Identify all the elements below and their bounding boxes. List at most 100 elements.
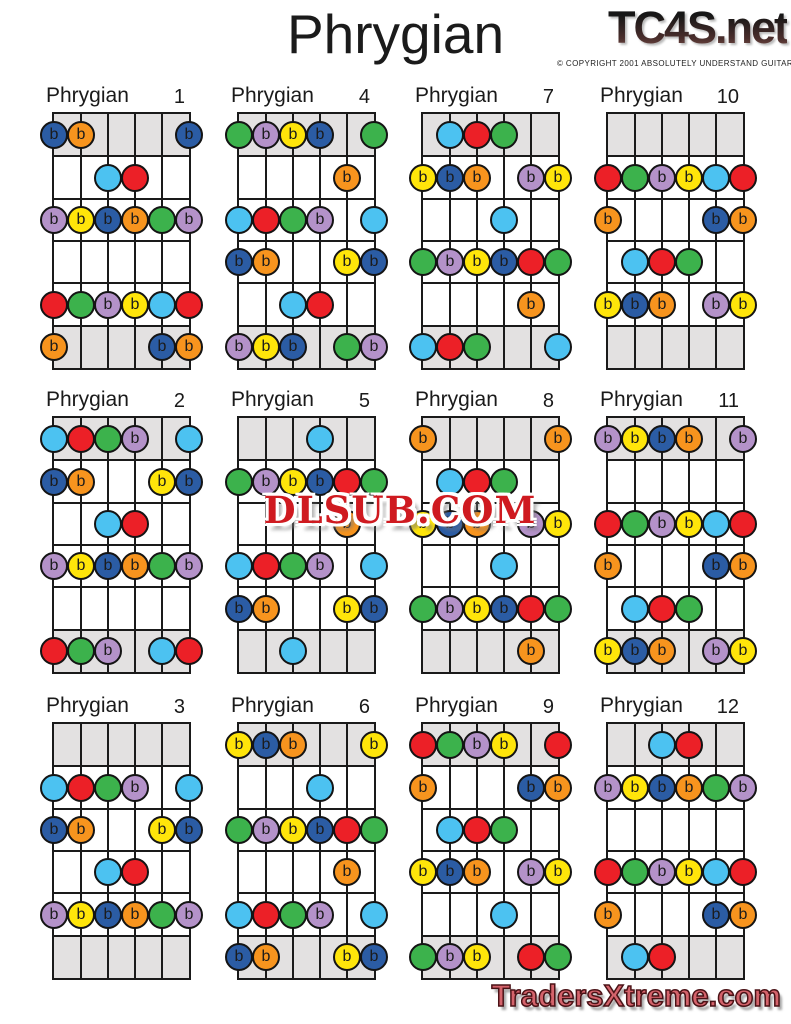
string-line	[319, 114, 321, 368]
string-line	[661, 724, 663, 978]
fret-line	[608, 586, 743, 589]
note-dot-purple: b	[463, 731, 491, 760]
fret-line	[239, 155, 374, 158]
note-dot-navy: b	[252, 731, 280, 760]
note-dot-navy: b	[40, 467, 68, 496]
diagram-position-number: 1	[173, 86, 185, 108]
note-dot-orange: b	[463, 509, 491, 538]
note-dot-green	[333, 332, 361, 361]
fret-line	[54, 807, 189, 810]
note-dot-purple: b	[252, 121, 280, 150]
note-dot-yellow: b	[409, 163, 437, 192]
note-dot-skyblue	[306, 773, 334, 802]
note-dot-skyblue	[621, 594, 649, 623]
scale-diagram-12: Phrygian 12 b b b b b b b b b b	[594, 694, 757, 980]
string-line	[449, 418, 451, 672]
note-dot-orange: b	[67, 467, 95, 496]
note-dot-green	[544, 942, 572, 971]
diagram-scale-name: Phrygian	[415, 694, 498, 717]
fret-line	[239, 544, 374, 546]
note-dot-navy: b	[225, 594, 253, 623]
fret-line	[54, 765, 189, 768]
string-line	[292, 418, 294, 672]
note-dot-navy: b	[148, 332, 176, 361]
diagram-title: Phrygian 5	[231, 388, 372, 416]
diagram-position-number: 7	[542, 86, 554, 108]
note-dot-yellow: b	[490, 731, 518, 760]
diagram-title: Phrygian 9	[415, 694, 556, 722]
note-dot-skyblue	[621, 942, 649, 971]
note-dot-red	[252, 552, 280, 581]
note-dot-navy: b	[360, 594, 388, 623]
note-dot-skyblue	[490, 552, 518, 581]
string-line	[449, 724, 451, 978]
diagram-scale-name: Phrygian	[46, 694, 129, 717]
note-dot-yellow: b	[544, 163, 572, 192]
note-dot-yellow: b	[333, 594, 361, 623]
diagram-scale-name: Phrygian	[600, 84, 683, 107]
note-dot-orange: b	[121, 205, 149, 234]
note-dot-navy: b	[175, 121, 203, 150]
note-dot-red	[121, 163, 149, 192]
note-dot-navy: b	[175, 815, 203, 844]
note-dot-red	[729, 509, 757, 538]
note-dot-purple: b	[94, 290, 122, 319]
note-dot-purple: b	[40, 900, 68, 929]
string-line	[319, 724, 321, 978]
diagram-title: Phrygian 1	[46, 84, 187, 112]
note-dot-yellow: b	[252, 332, 280, 361]
fret-line	[423, 240, 558, 242]
string-line	[134, 724, 136, 978]
note-dot-navy: b	[94, 205, 122, 234]
diagram-scale-name: Phrygian	[415, 84, 498, 107]
fret-line	[608, 544, 743, 546]
note-dot-yellow: b	[621, 425, 649, 454]
note-dot-red	[121, 858, 149, 887]
note-dot-yellow: b	[621, 773, 649, 802]
string-line	[715, 724, 717, 978]
note-dot-skyblue	[648, 731, 676, 760]
string-line	[346, 724, 348, 978]
note-dot-red	[67, 425, 95, 454]
note-dot-green	[702, 773, 730, 802]
note-dot-yellow: b	[544, 509, 572, 538]
scale-diagram-11: Phrygian 11 b b b b b b b b b b b b b b b	[594, 388, 757, 674]
fret-line	[423, 850, 558, 852]
string-line	[715, 418, 717, 672]
note-dot-yellow: b	[67, 205, 95, 234]
fret-line	[423, 501, 558, 504]
note-dot-orange: b	[40, 332, 68, 361]
note-dot-skyblue	[94, 163, 122, 192]
note-dot-navy: b	[648, 425, 676, 454]
fret-line	[239, 459, 374, 462]
note-dot-yellow: b	[675, 858, 703, 887]
note-dot-green	[675, 248, 703, 277]
fret-line	[423, 628, 558, 631]
string-line	[161, 724, 163, 978]
note-dot-orange: b	[252, 942, 280, 971]
note-dot-navy: b	[648, 773, 676, 802]
note-dot-red	[463, 815, 491, 844]
shaded-fret-band	[54, 724, 189, 767]
note-dot-green	[148, 552, 176, 581]
string-line	[634, 114, 636, 368]
shaded-fret-band	[423, 418, 558, 461]
note-dot-orange: b	[252, 594, 280, 623]
fret-line	[239, 807, 374, 810]
note-dot-navy: b	[702, 205, 730, 234]
note-dot-yellow: b	[225, 731, 253, 760]
note-dot-skyblue	[40, 773, 68, 802]
note-dot-skyblue	[148, 290, 176, 319]
note-dot-red	[729, 163, 757, 192]
note-dot-green	[490, 467, 518, 496]
note-dot-purple: b	[225, 332, 253, 361]
fret-line	[239, 282, 374, 285]
note-dot-purple: b	[360, 332, 388, 361]
note-dot-orange: b	[279, 731, 307, 760]
note-dot-purple: b	[121, 773, 149, 802]
fret-line	[608, 324, 743, 327]
fret-line	[239, 586, 374, 589]
